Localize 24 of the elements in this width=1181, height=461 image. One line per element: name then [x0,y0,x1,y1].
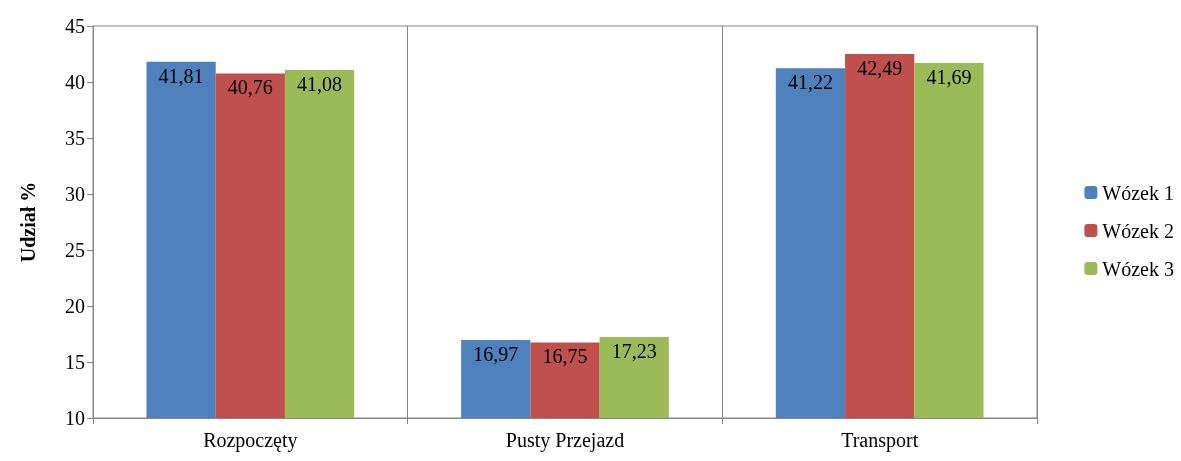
x-tick-label: Rozpoczęty [203,429,298,452]
data-label: 17,23 [611,340,657,363]
data-label: 16,75 [542,345,588,368]
y-tick-label: 30 [65,183,85,205]
legend-label: Wózek 1 [1102,181,1175,204]
y-tick-label: 25 [65,239,85,261]
data-label: 41,69 [926,66,972,89]
y-tick-label: 45 [65,15,85,37]
data-label: 41,22 [787,71,833,94]
y-tick-label: 15 [65,351,85,373]
y-tick-label: 20 [65,295,85,317]
data-label: 40,76 [227,76,273,99]
data-label: 42,49 [857,57,903,80]
data-label: 41,81 [158,64,204,87]
data-label: 16,97 [473,342,519,365]
y-tick-label: 40 [65,71,85,93]
x-tick-label: Pusty Przejazd [505,429,625,452]
y-tick-label: 35 [65,127,85,149]
x-tick-label: Transport [841,429,919,452]
data-label: 41,08 [297,72,343,95]
legend-label: Wózek 3 [1102,257,1175,280]
y-axis-title: Udział % [17,181,39,263]
y-tick-label: 10 [65,407,85,429]
legend-label: Wózek 2 [1102,219,1175,242]
